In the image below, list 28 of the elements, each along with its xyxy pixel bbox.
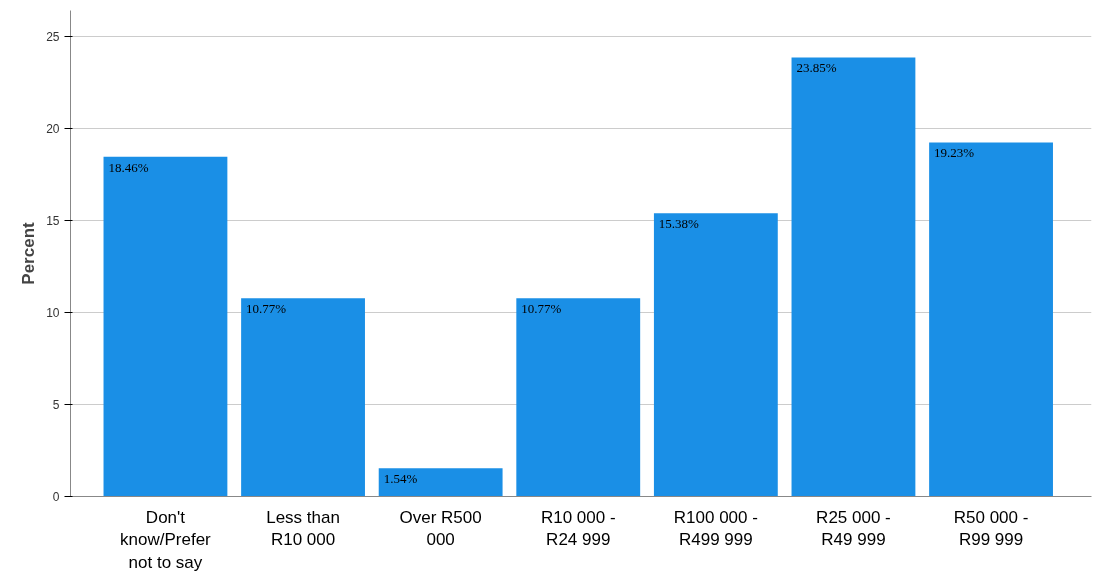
data-label: 23.85% <box>796 60 837 76</box>
x-tick-label: R50 000 - R99 999 <box>953 507 1029 550</box>
x-tick-label: R10 000 - R24 999 <box>540 507 616 550</box>
data-label: 19.23% <box>934 145 975 161</box>
y-tick-label: 15 <box>46 213 60 228</box>
bar <box>929 142 1053 497</box>
bar <box>653 213 778 497</box>
bar <box>791 57 916 497</box>
x-tick-label: R25 000 - R49 999 <box>816 507 891 550</box>
bar <box>103 156 228 497</box>
y-tick-label: 5 <box>52 397 60 412</box>
x-tick-label: Don't know/Prefer not to say <box>120 507 212 573</box>
bar <box>378 468 503 497</box>
bar <box>516 298 641 497</box>
data-label: 15.38% <box>658 216 700 232</box>
y-tick-label: 20 <box>46 121 60 136</box>
x-tick-label: Over R500 000 <box>399 507 482 550</box>
x-tick-label: Less than R10 000 <box>266 507 340 550</box>
y-tick-label: 10 <box>46 305 60 320</box>
data-label: 10.77% <box>521 301 562 317</box>
x-tick-label: R100 000 - R499 999 <box>673 507 758 550</box>
y-tick-label: 0 <box>52 490 60 504</box>
bar <box>241 298 365 497</box>
data-label: 10.77% <box>246 301 287 317</box>
data-label: 18.46% <box>108 159 149 175</box>
data-label: 1.54% <box>383 471 418 487</box>
y-tick-label: 25 <box>46 29 60 44</box>
y-axis-title: Percent <box>19 221 39 285</box>
